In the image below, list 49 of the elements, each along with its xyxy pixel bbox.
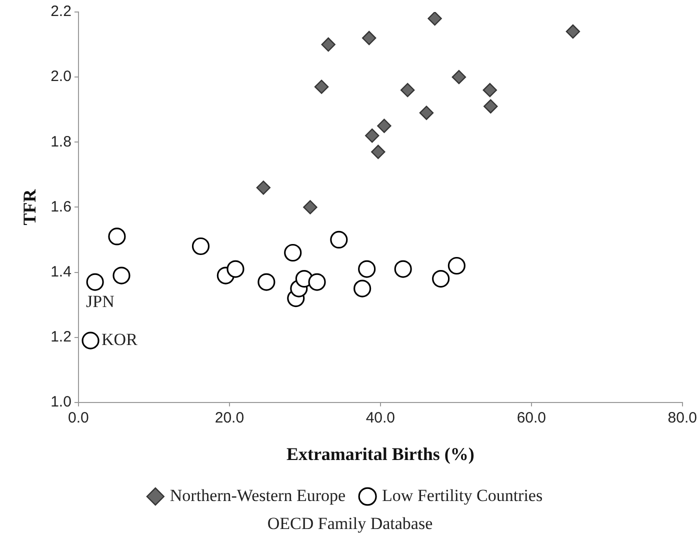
y-tick-label: 2.0 [50, 68, 72, 86]
x-tick-label: 20.0 [214, 410, 244, 427]
point [482, 82, 497, 98]
point [86, 273, 104, 291]
point [394, 260, 412, 278]
point [330, 230, 348, 249]
point [303, 200, 318, 214]
x-tick-label: 0.0 [68, 410, 89, 427]
annotation: JPN [86, 292, 114, 311]
point [432, 270, 450, 288]
y-tick-label: 1.0 [50, 394, 72, 411]
point [358, 260, 376, 278]
point [365, 128, 380, 143]
point [354, 280, 372, 298]
point [258, 273, 276, 291]
point [428, 12, 442, 26]
point [284, 244, 302, 262]
point [82, 332, 100, 350]
point [256, 180, 271, 195]
y-tick-label: 1.4 [50, 263, 72, 280]
point [362, 30, 376, 46]
x-tick-label: 40.0 [366, 410, 396, 427]
point [192, 237, 210, 256]
annotation: KOR [102, 330, 138, 350]
point [112, 266, 130, 284]
y-tick-label: 2.2 [50, 3, 72, 20]
point [452, 70, 466, 84]
point [321, 37, 336, 52]
x-tick-label: 60.0 [516, 410, 546, 427]
legend-label: Northern-Western Europe [170, 486, 346, 505]
point [400, 82, 415, 98]
point [377, 118, 392, 133]
y-tick-label: 1.6 [50, 198, 72, 216]
point [448, 256, 466, 275]
point [419, 106, 434, 120]
point [484, 99, 498, 114]
point [566, 24, 580, 39]
x-axis-title: Extramarital Births (%) [286, 444, 474, 464]
y-axis-title: TFR [19, 188, 40, 226]
y-tick-label: 1.8 [50, 133, 72, 150]
text: OECD Family Database [266, 514, 434, 534]
legend-label: Low Fertility Countries [382, 486, 543, 505]
point [314, 80, 329, 94]
point [226, 260, 244, 278]
y-tick-label: 1.2 [50, 328, 72, 346]
point [308, 273, 326, 291]
x-tick-label: 80.0 [668, 410, 698, 427]
point [371, 144, 386, 159]
point [108, 228, 126, 246]
